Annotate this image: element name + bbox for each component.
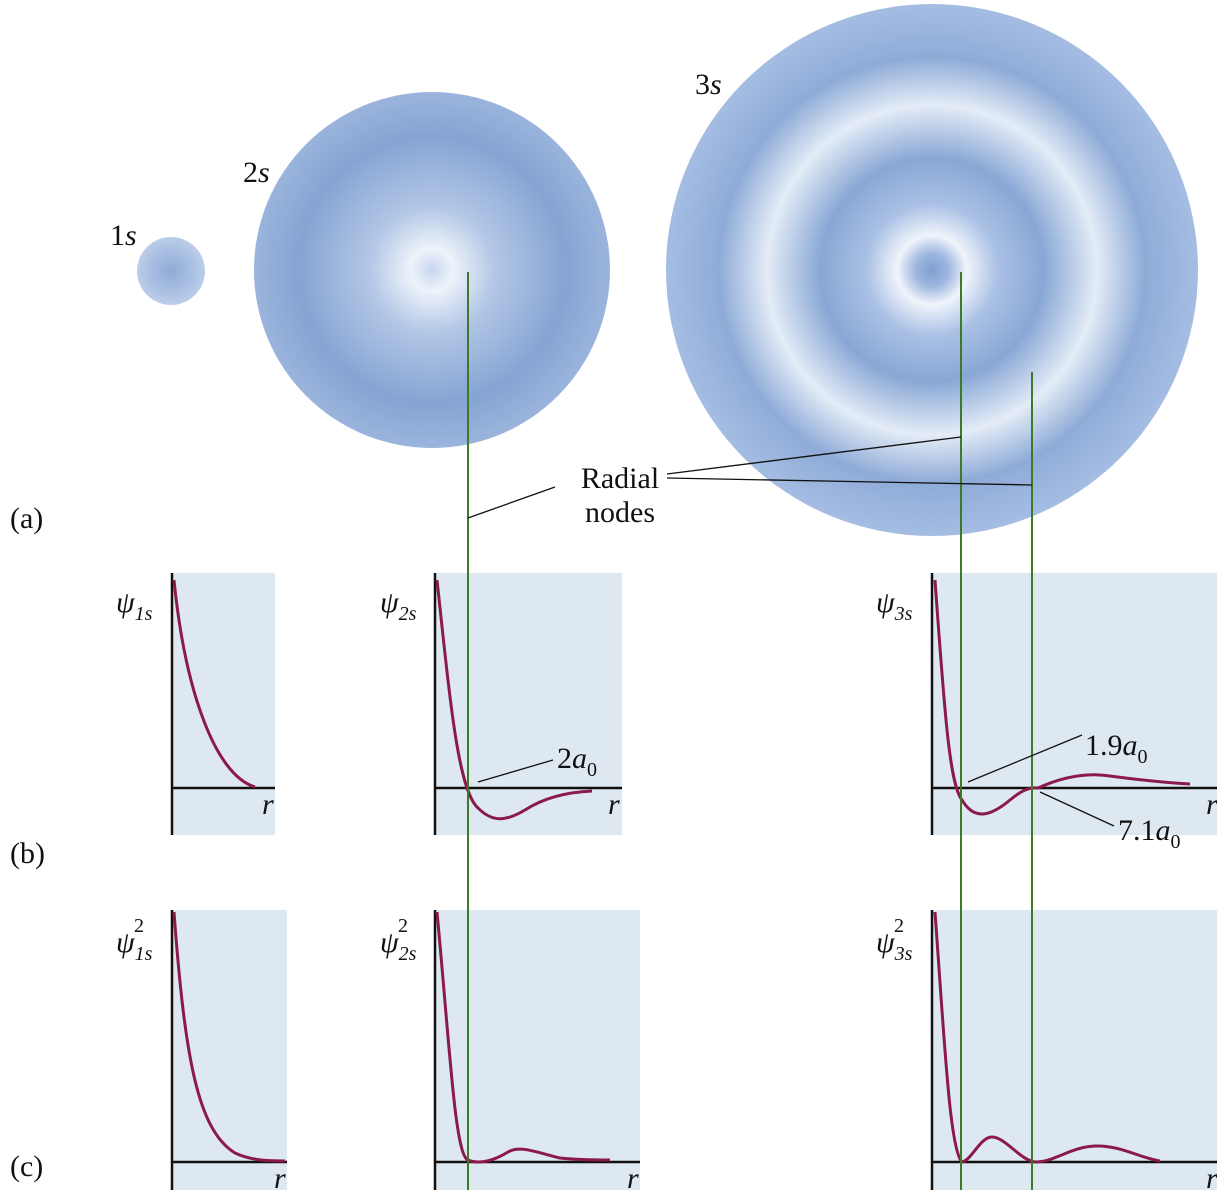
axis-label: r	[1206, 1162, 1217, 1190]
text-part: 3s	[894, 943, 913, 965]
text-part: 0	[1138, 746, 1148, 768]
psi-label: ψ3s	[876, 586, 913, 625]
orbital-2s	[254, 92, 610, 448]
axis-label: r	[627, 1162, 639, 1190]
plot-bg	[435, 573, 622, 835]
text-part: 1s	[135, 603, 153, 625]
panel-label: (a)	[10, 502, 43, 535]
plot-bg	[172, 573, 275, 835]
orbital-3s	[666, 4, 1198, 536]
annotation: nodes	[585, 496, 655, 529]
text-part: 3s	[894, 603, 913, 625]
text-part: ψ	[876, 926, 896, 959]
orbital-label: 1s	[110, 219, 137, 252]
text-part: 1	[110, 219, 125, 252]
axis-label: r	[274, 1162, 286, 1190]
text-part: 0	[587, 759, 597, 781]
text-part: 1s	[135, 943, 153, 965]
text-part: 7.1	[1118, 814, 1156, 847]
orbital-1s	[137, 237, 205, 305]
text-part: 2s	[399, 943, 417, 965]
text-part: ψ	[380, 586, 400, 619]
text-part: s	[125, 219, 137, 252]
axis-label: r	[1206, 788, 1217, 821]
psi-label: ψ1s	[116, 586, 153, 625]
text-part: ψ	[380, 926, 400, 959]
text-part: 0	[1171, 831, 1181, 853]
text-part: a	[1123, 729, 1138, 762]
panel-label: (b)	[10, 837, 45, 870]
text-part: s	[258, 156, 270, 189]
text-part: a	[1156, 814, 1171, 847]
plot-bg	[932, 573, 1217, 835]
panel-label: (c)	[10, 1150, 43, 1183]
axis-label: r	[262, 788, 274, 821]
psi2-exponent: 2	[894, 915, 904, 937]
plot-bg	[932, 910, 1217, 1190]
figure: 1s 2s 3s (a) (b) (c) Radial nodes 2a0 1.…	[0, 0, 1217, 1190]
psi2-exponent: 2	[134, 915, 144, 937]
text-part: a	[572, 742, 587, 775]
axis-label: r	[608, 788, 620, 821]
annotation: Radial	[581, 462, 659, 495]
text-part: ψ	[116, 926, 136, 959]
psi2-exponent: 2	[398, 915, 408, 937]
plot-bg	[435, 910, 640, 1190]
text-part: 2s	[399, 603, 417, 625]
text-part: 1.9	[1085, 729, 1123, 762]
orbital-label: 3s	[695, 68, 722, 101]
text-part: 2	[243, 156, 258, 189]
text-part: ψ	[876, 586, 896, 619]
text-part: 3	[695, 68, 710, 101]
text-part: ψ	[116, 586, 136, 619]
psi-label: ψ2s	[380, 586, 417, 625]
orbital-label: 2s	[243, 156, 270, 189]
text-part: s	[710, 68, 722, 101]
text-part: 2	[557, 742, 572, 775]
